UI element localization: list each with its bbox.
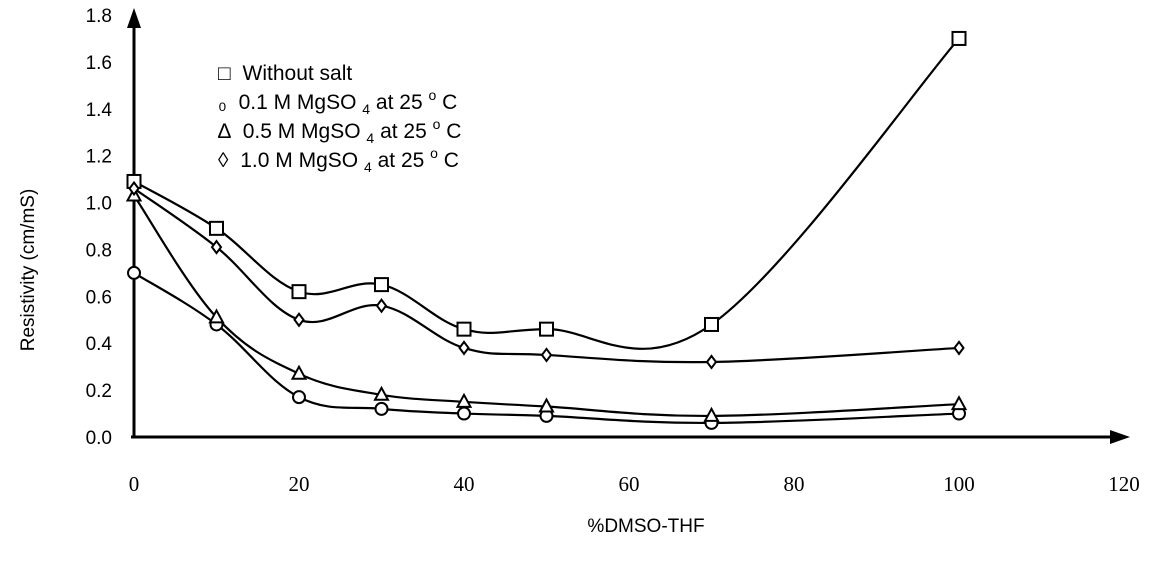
y-tick-label: 0.0	[86, 428, 112, 449]
y-tick-label: 1.2	[86, 147, 112, 168]
data-point-circle	[127, 265, 141, 280]
y-tick-label: 0.4	[86, 334, 113, 355]
legend-entry-1-0m: ◊ 1.0 M MgSO 4 at 25 o C	[218, 140, 459, 177]
y-tick-labels: 0.0 0.2 0.4 0.6 0.8 1.0 1.2 1.4 1.6 1.8	[86, 6, 113, 449]
y-tick-label: 1.6	[86, 53, 112, 74]
x-tick-label: 0	[129, 472, 140, 496]
legend-label: 0.5 M MgSO	[243, 120, 361, 143]
x-axis-arrow-icon	[1110, 430, 1130, 444]
y-tick-label: 0.6	[86, 287, 112, 308]
data-point-triangle	[290, 364, 308, 380]
legend-superscript: o	[430, 145, 438, 161]
data-point-square	[951, 30, 967, 46]
data-point-diamond	[705, 354, 718, 370]
legend-superscript: o	[433, 116, 441, 132]
legend-superscript: o	[428, 87, 436, 103]
y-tick-label: 0.8	[86, 240, 112, 261]
legend-label: 1.0 M MgSO	[240, 149, 358, 172]
legend-subscript: 4	[364, 159, 372, 175]
legend-label: 0.1 M MgSO	[239, 91, 357, 114]
data-point-diamond	[210, 239, 223, 255]
y-tick-label: 0.2	[86, 381, 112, 402]
data-point-diamond	[953, 340, 965, 356]
data-point-triangle	[455, 392, 473, 408]
legend-subscript: 4	[366, 130, 374, 146]
legend-entry-0-5m: ∆ 0.5 M MgSO 4 at 25 o C	[218, 111, 461, 148]
legend-subscript: 4	[362, 101, 370, 117]
x-axis-label: %DMSO-THF	[587, 516, 704, 537]
data-point-triangle	[703, 406, 720, 422]
data-point-diamond	[293, 312, 305, 328]
data-point-square	[209, 220, 224, 236]
x-tick-label: 120	[1108, 472, 1140, 496]
marker-layer	[125, 30, 968, 430]
legend-symbol-square-icon: □	[218, 62, 231, 85]
data-point-triangle	[208, 308, 225, 324]
y-axis-label: Resistivity (cm/mS)	[18, 189, 39, 352]
legend-label-post: C	[444, 149, 459, 172]
y-tick-label: 1.4	[86, 100, 113, 121]
data-point-square	[374, 277, 389, 293]
data-point-triangle	[538, 397, 555, 413]
legend-label-mid: at 25	[380, 120, 427, 143]
legend-label-mid: at 25	[378, 149, 425, 172]
data-point-diamond	[128, 180, 140, 197]
x-tick-label: 40	[454, 472, 475, 496]
data-point-circle	[457, 406, 471, 421]
legend: □ Without salt ₀ 0.1 M MgSO 4 at 25 o C …	[218, 62, 461, 177]
data-point-diamond	[458, 340, 470, 356]
data-point-triangle	[373, 385, 390, 401]
x-tick-label: 20	[289, 472, 310, 496]
series-line-circle	[133, 271, 960, 425]
data-point-circle	[292, 390, 306, 405]
legend-symbol-circle-icon: ₀	[218, 91, 227, 114]
y-tick-label: 1.8	[86, 6, 112, 27]
data-point-triangle	[950, 395, 968, 411]
legend-label-post: C	[442, 91, 457, 114]
legend-label: Without salt	[243, 62, 353, 85]
data-point-diamond	[375, 298, 388, 314]
legend-label-mid: at 25	[376, 91, 423, 114]
data-point-diamond	[540, 347, 553, 363]
x-tick-label: 80	[784, 472, 805, 496]
axes-layer	[127, 8, 1130, 444]
series-line-triangle	[133, 194, 960, 418]
legend-symbol-triangle-icon: ∆	[218, 120, 231, 143]
legend-entry-without-salt: □ Without salt	[218, 62, 352, 85]
data-point-square	[456, 321, 472, 337]
y-axis-arrow-icon	[127, 8, 141, 28]
x-tick-labels: 0 20 40 60 80 100 120	[129, 472, 1140, 496]
data-point-square	[539, 321, 554, 337]
legend-label-post: C	[446, 120, 461, 143]
data-point-square	[704, 316, 719, 332]
y-tick-label: 1.0	[86, 194, 112, 215]
legend-symbol-diamond-icon: ◊	[218, 149, 229, 172]
x-tick-label: 100	[943, 472, 975, 496]
data-point-square	[291, 284, 307, 300]
legend-entry-0-1m: ₀ 0.1 M MgSO 4 at 25 o C	[218, 82, 457, 119]
x-tick-label: 60	[619, 472, 640, 496]
series-line-diamond	[133, 187, 960, 364]
data-point-circle	[374, 401, 389, 416]
